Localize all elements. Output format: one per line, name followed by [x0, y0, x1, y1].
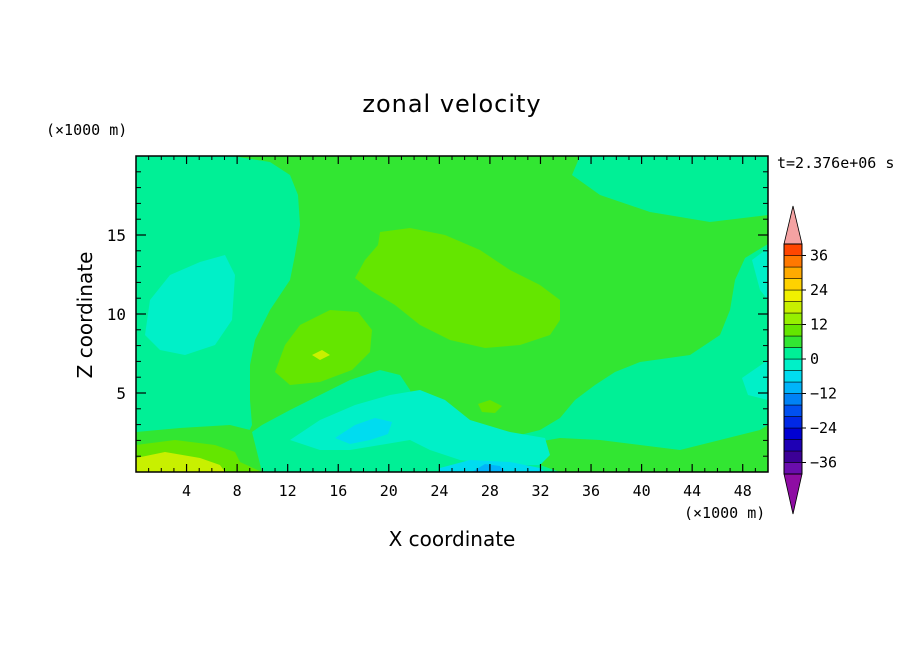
- colorbar-segment: [783, 393, 803, 406]
- x-tick-label: 16: [329, 482, 347, 500]
- y-tick-label: 15: [107, 226, 126, 245]
- colorbar-segment: [783, 255, 803, 268]
- x-tick-label: 40: [633, 482, 651, 500]
- colorbar-label: −12: [810, 385, 837, 403]
- colorbar-segment: [783, 370, 803, 383]
- colorbar-label: 24: [810, 281, 828, 299]
- colorbar-label: −36: [810, 454, 837, 472]
- y-unit-label: (×1000 m): [46, 121, 127, 139]
- x-tick-label: 12: [279, 482, 297, 500]
- x-tick-label: 8: [233, 482, 242, 500]
- colorbar-segment: [783, 312, 803, 325]
- colorbar-segment: [783, 462, 803, 475]
- y-axis-title: Z coordinate: [73, 252, 97, 379]
- y-axis: 5 10 15: [107, 171, 768, 457]
- contour-region-pos-small: [478, 400, 502, 413]
- colorbar-segment: [783, 289, 803, 302]
- colorbar-segment: [783, 301, 803, 314]
- colorbar-segment: [783, 439, 803, 452]
- contour-region-pos-upper: [355, 228, 560, 348]
- colorbar-label: −24: [810, 419, 837, 437]
- time-label: t=2.376e+06 s: [777, 154, 894, 172]
- contour-region-neg-bottom: [290, 390, 550, 465]
- x-tick-label: 48: [734, 482, 752, 500]
- contour-region-neg-left: [145, 255, 235, 355]
- y-tick-label: 10: [107, 305, 126, 324]
- x-unit-label: (×1000 m): [684, 504, 765, 522]
- x-tick-label: 36: [582, 482, 600, 500]
- colorbar-label: 36: [810, 247, 828, 265]
- colorbar-segment: [783, 416, 803, 429]
- x-tick-label: 4: [182, 482, 191, 500]
- contour-region-pos-bottom: [136, 452, 225, 472]
- x-tick-label: 32: [531, 482, 549, 500]
- y-tick-label: 5: [116, 384, 126, 403]
- colorbar-segment: [783, 358, 803, 371]
- colorbar-segment: [783, 266, 803, 279]
- colorbar-label: 12: [810, 316, 828, 334]
- colorbar-segment: [783, 278, 803, 291]
- colorbar-over-arrow: [783, 205, 803, 245]
- colorbar-label: 0: [810, 350, 819, 368]
- colorbar-segment: [783, 243, 803, 256]
- colorbar-segment: [783, 427, 803, 440]
- x-tick-label: 44: [683, 482, 701, 500]
- colorbar-under-arrow: [783, 473, 803, 515]
- x-axis-title: X coordinate: [389, 527, 516, 551]
- contour-region-pos-mid: [275, 310, 372, 385]
- colorbar: 36 24 12 0 −12 −24 −36: [783, 205, 837, 515]
- contour-region-neg-floor-core: [472, 464, 505, 472]
- colorbar-segment: [783, 335, 803, 348]
- contour-region-neg-right: [752, 248, 768, 300]
- contour-region-neg-right-low: [742, 360, 768, 400]
- x-tick-label: 20: [380, 482, 398, 500]
- x-tick-label: 28: [481, 482, 499, 500]
- contour-region-pos-spot: [312, 350, 330, 360]
- contour-region-small-green: [520, 425, 768, 472]
- colorbar-segment: [783, 450, 803, 463]
- colorbar-segment: [783, 347, 803, 360]
- colorbar-segment: [783, 324, 803, 337]
- contour-field: [136, 156, 768, 472]
- x-axis: 4 8 12 16 20 24 28 32 36 40 44 48: [148, 156, 756, 500]
- x-tick-label: 24: [430, 482, 448, 500]
- colorbar-segment: [783, 404, 803, 417]
- colorbar-segment: [783, 381, 803, 394]
- contour-region-neg-core: [335, 418, 392, 444]
- chart-title: zonal velocity: [362, 90, 541, 118]
